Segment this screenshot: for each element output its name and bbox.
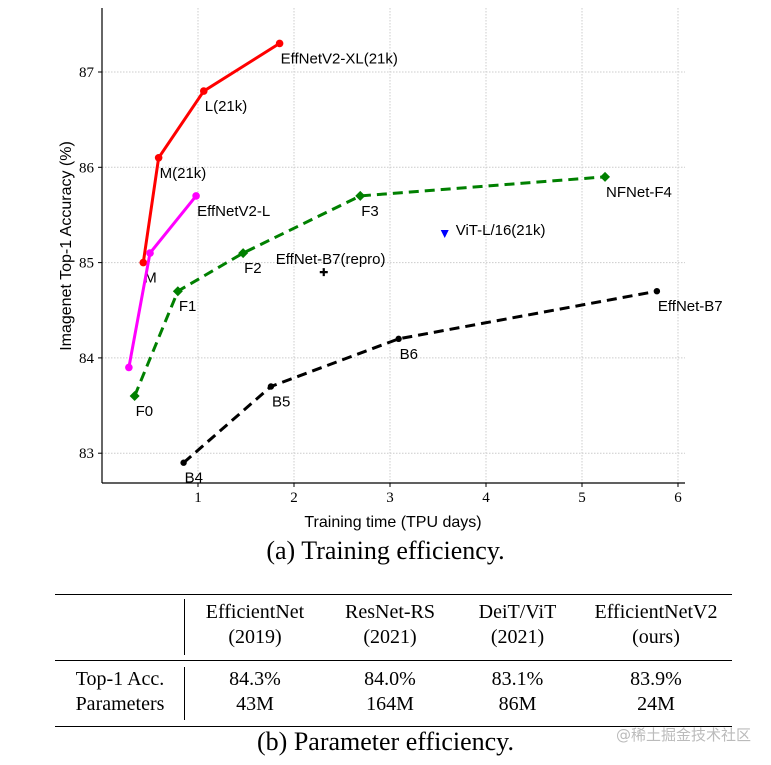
data-label: L(21k) bbox=[205, 98, 248, 115]
data-point bbox=[267, 383, 275, 390]
data-label: ViT-L/16(21k) bbox=[456, 222, 546, 239]
data-point bbox=[172, 286, 183, 297]
series-5: EffNet-B7(repro) bbox=[276, 251, 386, 277]
x-tick-label: 5 bbox=[578, 490, 586, 506]
series-1: EffNetV2-L bbox=[125, 192, 270, 372]
series-4: ViT-L/16(21k) bbox=[440, 222, 546, 239]
data-label: M(21k) bbox=[160, 165, 207, 182]
header-cell: DeiT/ViT (2021) bbox=[478, 601, 557, 648]
row-label: Parameters bbox=[75, 693, 165, 715]
table-row: Top-1 Acc. 84.3% 84.0% 83.1% 83.9% bbox=[55, 667, 732, 692]
series-line bbox=[133, 175, 606, 397]
x-axis-label: Training time (TPU days) bbox=[304, 514, 481, 531]
header-cell: EfficientNet (2019) bbox=[205, 601, 305, 648]
tick-labels: 1 2 3 4 5 6 83 84 85 86 87 bbox=[79, 65, 682, 506]
y-tick-label: 83 bbox=[79, 446, 94, 462]
cell: 83.9% bbox=[630, 668, 682, 690]
series-0: MM(21k)L(21k)EffNetV2-XL(21k) bbox=[139, 39, 398, 287]
data-label: EffNetV2-L bbox=[197, 203, 270, 220]
cell: 43M bbox=[236, 693, 274, 715]
table-col-divider bbox=[184, 599, 185, 655]
table-top-rule bbox=[55, 594, 732, 595]
row-label: Top-1 Acc. bbox=[75, 668, 165, 690]
y-tick-label: 85 bbox=[79, 256, 94, 272]
data-point bbox=[275, 39, 284, 48]
data-label: F3 bbox=[361, 203, 379, 220]
y-tick-label: 86 bbox=[79, 160, 95, 176]
data-point bbox=[139, 258, 148, 267]
table-row: Parameters 43M 164M 86M 24M bbox=[55, 692, 732, 717]
header-row: EfficientNet (2019) ResNet-RS (2021) DeiT/… bbox=[55, 600, 732, 650]
x-tick-label: 6 bbox=[674, 490, 682, 506]
data-label: NFNet-F4 bbox=[606, 184, 672, 201]
series-group: MM(21k)L(21k)EffNetV2-XL(21k)EffNetV2-LF… bbox=[125, 39, 723, 487]
data-point bbox=[319, 268, 328, 277]
data-label: F2 bbox=[244, 260, 262, 277]
data-label: B6 bbox=[400, 346, 418, 363]
data-label: F1 bbox=[179, 298, 197, 315]
data-point bbox=[125, 363, 133, 372]
data-point bbox=[600, 171, 611, 182]
x-tick-label: 3 bbox=[386, 490, 394, 506]
cell: 24M bbox=[637, 693, 675, 715]
data-point bbox=[192, 192, 200, 200]
x-tick-label: 4 bbox=[482, 490, 490, 506]
series-3: B4 B5 B6 EffNet-B7 bbox=[180, 287, 723, 487]
data-point bbox=[146, 249, 154, 257]
data-point bbox=[154, 153, 163, 162]
data-point bbox=[355, 190, 366, 201]
cell: 84.0% bbox=[364, 668, 416, 690]
y-tick-label: 87 bbox=[79, 65, 95, 81]
data-label: B4 bbox=[185, 470, 203, 487]
data-point bbox=[199, 87, 208, 95]
series-2: F0 F1 F2 F3 NFNet-F4 bbox=[129, 171, 672, 420]
data-point bbox=[440, 230, 449, 239]
data-label: EffNet-B7(repro) bbox=[276, 251, 386, 268]
series-line bbox=[141, 42, 281, 263]
cell: 84.3% bbox=[229, 668, 281, 690]
data-point bbox=[238, 248, 249, 259]
caption-b: (b) Parameter efficiency. bbox=[257, 727, 514, 756]
data-label: B5 bbox=[272, 393, 290, 410]
x-tick-label: 2 bbox=[290, 490, 298, 506]
table-mid-rule bbox=[55, 660, 732, 661]
header-cell: EfficientNetV2 (ours) bbox=[594, 601, 718, 648]
data-point bbox=[653, 287, 661, 295]
data-label: EffNet-B7 bbox=[658, 298, 723, 315]
caption-a: (a) Training efficiency. bbox=[266, 536, 505, 565]
y-tick-label: 84 bbox=[79, 351, 95, 367]
y-axis-label: Imagenet Top-1 Accuracy (%) bbox=[58, 141, 75, 351]
cell: 86M bbox=[498, 693, 537, 715]
data-point bbox=[129, 391, 140, 402]
data-point bbox=[395, 335, 402, 343]
grid bbox=[102, 8, 685, 483]
cell: 83.1% bbox=[491, 668, 544, 690]
x-tick-label: 1 bbox=[194, 490, 202, 506]
data-label: EffNetV2-XL(21k) bbox=[281, 50, 398, 67]
table-col-divider bbox=[184, 667, 185, 720]
table-bottom-rule bbox=[55, 726, 732, 727]
data-label: F0 bbox=[136, 403, 154, 420]
series-line bbox=[127, 194, 198, 368]
watermark: @稀土掘金技术社区 bbox=[615, 726, 751, 744]
header-cell: ResNet-RS (2021) bbox=[345, 601, 435, 648]
parameter-table: EfficientNet (2019) ResNet-RS (2021) DeiT/… bbox=[55, 600, 732, 717]
cell: 164M bbox=[366, 693, 414, 715]
series-line bbox=[182, 289, 658, 464]
data-point bbox=[180, 459, 187, 466]
